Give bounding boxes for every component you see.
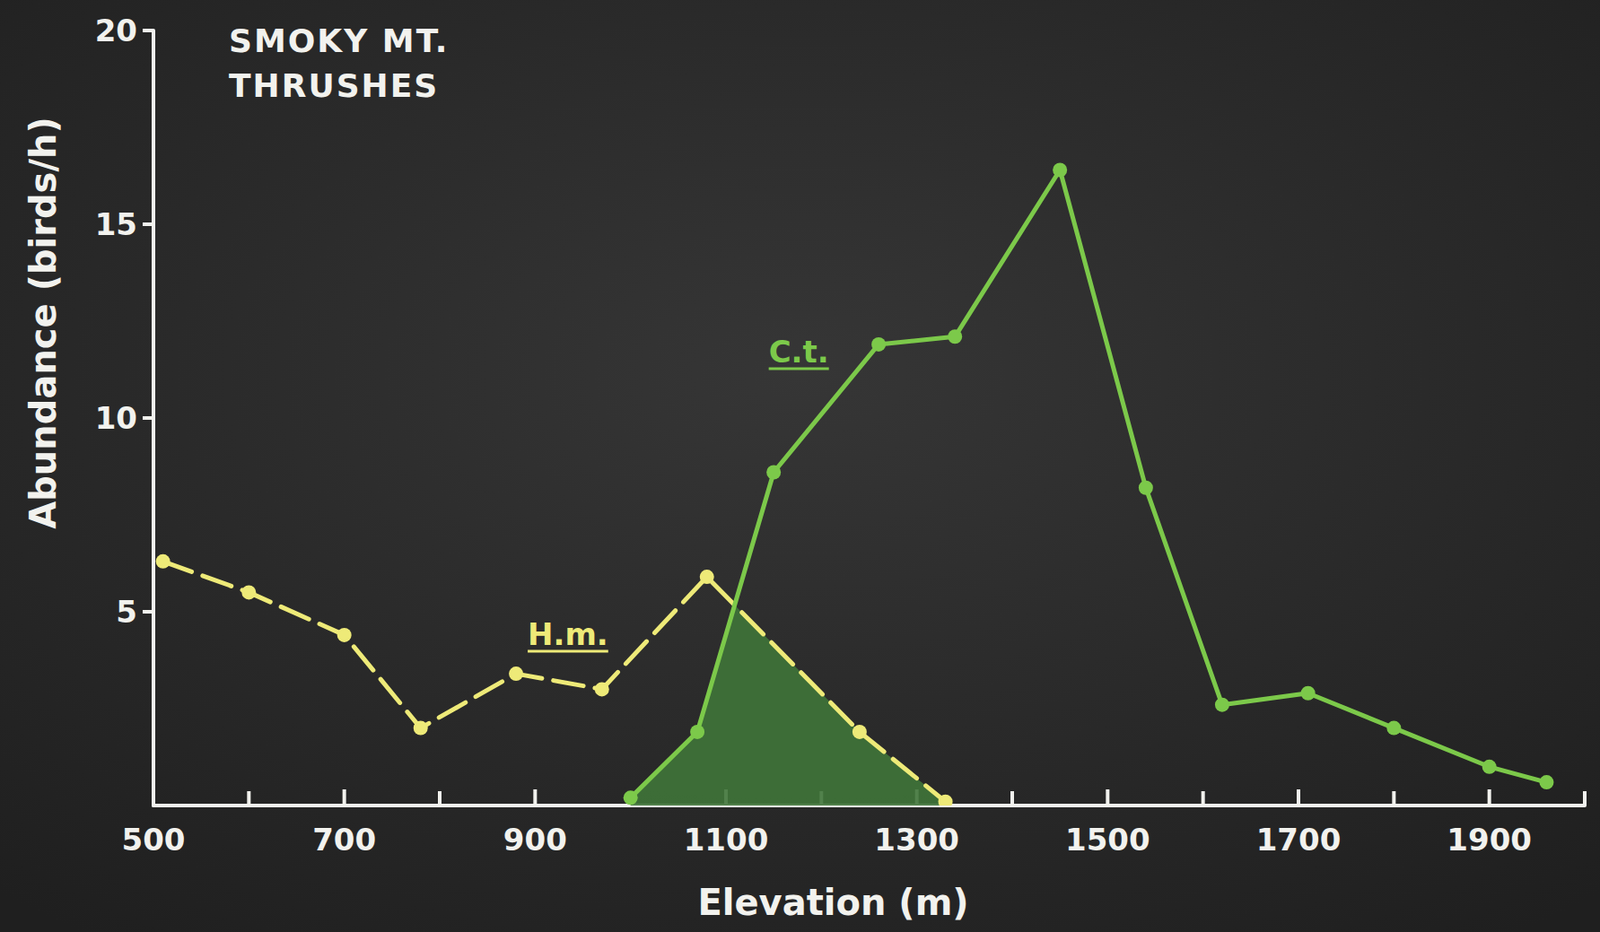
series-marker <box>241 585 256 600</box>
title-line: THRUSHES <box>228 67 439 105</box>
x-tick <box>342 789 347 806</box>
x-tick-label: 1100 <box>683 821 770 858</box>
x-minor-tick <box>246 791 251 806</box>
y-tick-label: 10 <box>95 400 138 437</box>
series-marker <box>690 725 705 740</box>
y-tick <box>142 222 154 227</box>
series-marker <box>1482 760 1497 775</box>
series-marker <box>1052 163 1067 178</box>
background <box>0 0 1600 932</box>
series-marker <box>337 628 352 643</box>
x-tick <box>1487 789 1492 806</box>
x-minor-tick <box>1391 791 1396 806</box>
series-marker <box>871 337 886 352</box>
x-tick-label: 1700 <box>1256 821 1342 858</box>
series-marker <box>947 329 962 344</box>
series-marker <box>699 569 715 585</box>
series-marker <box>623 790 639 805</box>
series-marker <box>1386 721 1401 736</box>
x-minor-tick <box>1201 791 1206 806</box>
series-marker <box>938 795 954 806</box>
x-minor-tick <box>437 791 442 806</box>
x-tick-label: 700 <box>312 821 376 858</box>
series-marker <box>1301 686 1316 701</box>
series-marker <box>852 725 867 740</box>
series-marker <box>508 666 524 682</box>
title-line: SMOKY MT. <box>228 22 449 60</box>
series-label-underline <box>527 650 609 654</box>
series-label-underline <box>769 367 830 370</box>
x-minor-tick <box>1010 791 1015 806</box>
series-line <box>163 561 946 803</box>
x-tick-label: 1500 <box>1065 821 1151 858</box>
series-marker <box>1538 775 1554 790</box>
title: SMOKY MT. THRUSHES <box>228 22 449 105</box>
y-tick-label: 15 <box>95 206 138 243</box>
y-axis-title: Abundance (birds/h) <box>22 116 64 530</box>
series-label: H.m. <box>527 616 609 653</box>
plot-area <box>156 163 1555 806</box>
series-marker <box>156 554 171 569</box>
series-marker <box>1215 698 1230 713</box>
x-axis-title: Elevation (m) <box>697 882 969 924</box>
y-tick <box>142 610 154 614</box>
series-label: C.t. <box>769 333 830 370</box>
x-tick <box>1105 789 1110 806</box>
y-tick <box>142 28 154 33</box>
y-tick-label: 20 <box>95 12 138 49</box>
x-minor-tick <box>1582 791 1587 806</box>
x-tick <box>151 789 156 806</box>
series-marker <box>1138 480 1154 496</box>
series-marker <box>766 464 781 480</box>
y-tick <box>142 416 154 420</box>
chart: SMOKY MT. THRUSHES 5 10 15 20 500 700 900 1100 130… <box>0 0 1600 932</box>
series-marker <box>594 681 610 697</box>
x-tick-label: 500 <box>122 821 186 858</box>
x-tick-label: 1900 <box>1446 821 1532 858</box>
x-tick-label: 1300 <box>874 821 960 858</box>
series-marker <box>413 721 429 736</box>
y-tick-label: 5 <box>115 594 138 630</box>
x-tick <box>533 789 537 806</box>
x-tick <box>1296 789 1301 806</box>
x-tick-label: 900 <box>503 821 568 858</box>
series-line <box>630 170 1548 799</box>
overlap-area <box>630 605 946 806</box>
